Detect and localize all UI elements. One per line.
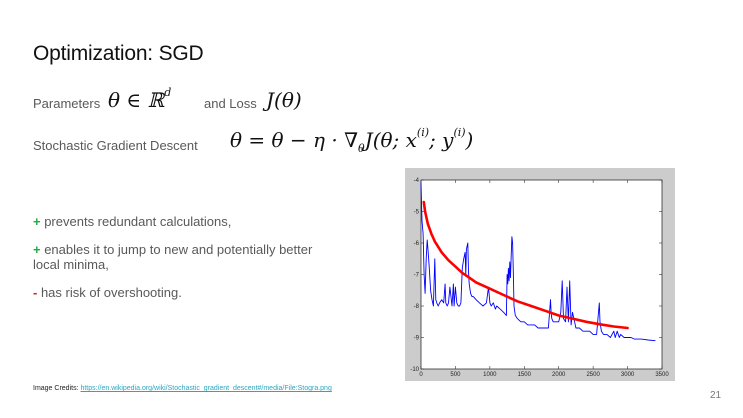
bullet-item: - has risk of overshooting. (33, 285, 333, 300)
y-tick-label: -8 (414, 304, 420, 310)
x-tick-label: 0 (419, 372, 423, 378)
x-tick-label: 3500 (655, 372, 669, 378)
formula-superscript: (i) (416, 126, 430, 140)
sgd-label: Stochastic Gradient Descent (33, 138, 198, 153)
minus-icon: - (33, 285, 38, 300)
x-tick-label: 3000 (621, 372, 635, 378)
y-tick-label: -6 (414, 241, 420, 247)
image-credits: Image Credits: https://en.wikipedia.org/… (33, 385, 332, 392)
loss-label: and Loss (204, 96, 257, 111)
x-tick-label: 1000 (483, 372, 497, 378)
y-tick-label: -10 (410, 367, 419, 373)
noisy-loss-line (420, 182, 656, 342)
formula-part: J(θ; x (364, 128, 417, 152)
pros-cons-list: + prevents redundant calculations, + ena… (33, 214, 333, 313)
sgd-loss-chart: 0 500 1000 1500 2000 2500 3000 3500 -4 -5 -6 -7 -8 -9… (405, 168, 675, 381)
bullet-item: + enables it to jump to new and potentia… (33, 242, 313, 272)
plus-icon: + (33, 214, 41, 229)
plot-area (420, 179, 663, 370)
chart-plot: 0 500 1000 1500 2000 2500 3000 3500 -4 -5 -6 -7 -8 -9… (410, 178, 669, 378)
page-number: 21 (710, 390, 722, 401)
x-tick-label: 1500 (518, 372, 532, 378)
credits-link[interactable]: https://en.wikipedia.org/wiki/Stochastic… (80, 385, 332, 392)
formula-part: ; y (429, 128, 454, 152)
plus-icon: + (33, 242, 41, 257)
formula-part: θ = θ − η · ∇ (230, 128, 359, 152)
credits-label: Image Credits: (33, 385, 81, 392)
bullet-text: enables it to jump to new and potentiall… (33, 242, 313, 272)
parameters-label: Parameters (33, 96, 101, 111)
x-tick-label: 2000 (552, 372, 566, 378)
parameters-formula: θ ∈ ℝ (108, 88, 165, 112)
x-tick-label: 500 (450, 372, 461, 378)
bullet-item: + prevents redundant calculations, (33, 214, 333, 229)
y-tick-label: -4 (414, 178, 420, 184)
x-tick-label: 2500 (586, 372, 600, 378)
parameters-dimension: d (164, 86, 172, 100)
loss-math: J(θ) (266, 88, 302, 112)
y-tick-label: -5 (414, 210, 420, 216)
formula-part: ) (465, 128, 474, 152)
bullet-text: prevents redundant calculations, (40, 214, 232, 229)
y-tick-label: -7 (414, 273, 420, 279)
sgd-update-formula: θ = θ − η · ∇θJ(θ; x(i); y(i)) (230, 126, 474, 155)
y-tick-label: -9 (414, 336, 420, 342)
bullet-text: has risk of overshooting. (37, 285, 182, 300)
formula-subscript: θ (358, 142, 365, 155)
smoothed-loss-line (422, 200, 629, 330)
formula-superscript: (i) (453, 126, 466, 140)
parameters-math: θ ∈ ℝd (108, 86, 172, 112)
slide-title: Optimization: SGD (33, 42, 204, 65)
